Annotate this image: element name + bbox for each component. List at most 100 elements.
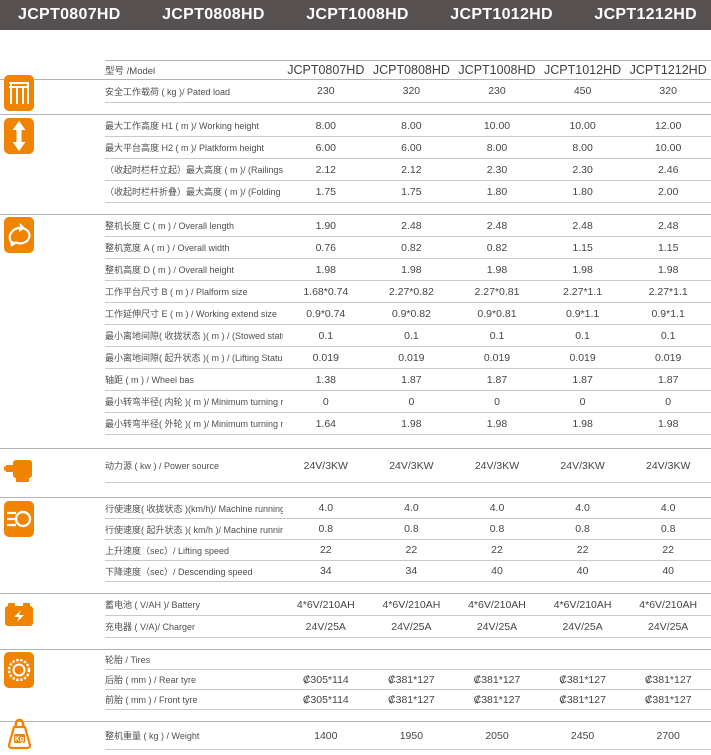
row-value: 22 <box>491 544 503 556</box>
row-value: 8.00 <box>572 141 593 154</box>
row-value: 2.27*0.82 <box>388 285 434 298</box>
row-value: 4.0 <box>318 502 334 514</box>
spec-row: 行使速度( 收拢状态 )(km/h)/ Machine running spee… <box>105 498 711 519</box>
spec-row: 最小离地间隙( 起升状态 )( m ) / (Lifting Status)Gr… <box>105 347 711 369</box>
row-value: 22 <box>405 544 418 556</box>
row-value: 4*6V/210AH <box>468 598 526 611</box>
row-value: 2700 <box>656 729 680 742</box>
section-rows: 轮胎 / Tires 后胎 ( mm ) / Rear tyre ₡305*11… <box>105 650 711 710</box>
row-value: 4*6V/210AH <box>382 598 441 611</box>
row-value: 0.8 <box>404 523 419 535</box>
row-value: 1.98 <box>401 417 422 430</box>
row-label: 上升速度（sec）/ Lifting speed <box>105 545 230 556</box>
row-value: 0.8 <box>575 523 590 535</box>
section-rows: 整机重量 ( kg ) / Weight 1400 1950 2050 2450… <box>105 722 711 750</box>
row-value: 0 <box>579 395 586 408</box>
spec-row: 上升速度（sec）/ Lifting speed 22 22 22 22 22 <box>105 540 711 561</box>
row-value: 2.12 <box>401 163 422 176</box>
row-value: 34 <box>405 565 418 577</box>
spec-row: 后胎 ( mm ) / Rear tyre ₡305*114 ₡381*127 … <box>105 670 711 690</box>
row-value: 0.8 <box>660 523 676 535</box>
row-label: 工作平台尺寸 B ( m ) / Plalform size <box>105 287 248 297</box>
spec-row: 整机重量 ( kg ) / Weight 1400 1950 2050 2450… <box>105 722 711 750</box>
row-value: ₡381*127 <box>473 673 521 686</box>
row-value: 1.15 <box>657 241 679 254</box>
row-label: 整机宽度 A ( m ) / Overall width <box>105 243 230 253</box>
row-label: （收起时栏杆立起）最大高度 ( m )/ (Railings erected )… <box>105 165 283 175</box>
row-label: 最大工作高度 H1 ( m )/ Working height <box>105 121 259 131</box>
row-value: 24V/3KW <box>303 459 348 472</box>
row-value: 2050 <box>485 729 509 742</box>
row-value: 0.1 <box>404 329 419 342</box>
row-value: 24V/25A <box>391 620 432 633</box>
row-label: 最大平台高度 H2 ( m )/ Platkform height <box>105 143 265 153</box>
row-value: ₡381*127 <box>644 693 692 706</box>
row-value: 1.98 <box>572 417 593 430</box>
row-value: 24V/3KW <box>560 459 605 472</box>
spec-row: 行使速度( 起升状态 )( km/h )/ Machine running sp… <box>105 519 711 540</box>
row-value: 2.27*1.1 <box>648 285 688 298</box>
row-value: 320 <box>402 85 421 97</box>
spec-section: 蓄电池 ( V/AH )/ Battery 4*6V/210AH 4*6V/21… <box>0 593 711 638</box>
row-value: 1.90 <box>315 219 337 232</box>
row-value: 24V/25A <box>648 620 689 633</box>
row-value: 0.019 <box>312 351 339 364</box>
spec-row: 最小离地间隙( 收拢状态 )( m ) / (Stowed status)Gro… <box>105 325 711 347</box>
spec-section: 轮胎 / Tires 后胎 ( mm ) / Rear tyre ₡305*11… <box>0 649 711 710</box>
row-value: 0.1 <box>489 329 505 342</box>
row-value: 0 <box>408 395 415 408</box>
row-value: 1.98 <box>315 263 337 276</box>
row-value: 4*6V/210AH <box>639 598 698 611</box>
row-value: 24V/3KW <box>646 459 691 472</box>
table-header-row: 型号 /Model JCPT0807HD JCPT0808HD JCPT1008… <box>105 60 711 79</box>
row-value: 0.9*0.74 <box>306 307 346 320</box>
row-label: 下降速度（sec）/ Descending speed <box>105 566 253 577</box>
row-value: 24V/3KW <box>474 459 520 472</box>
spec-row: 下降速度（sec）/ Descending speed 34 34 40 40 … <box>105 561 711 582</box>
row-value: 34 <box>319 565 332 577</box>
row-value: 0.8 <box>318 523 334 535</box>
row-value: 0.019 <box>655 351 682 364</box>
spec-row: 蓄电池 ( V/AH )/ Battery 4*6V/210AH 4*6V/21… <box>105 594 711 616</box>
row-value: 24V/25A <box>476 620 518 633</box>
row-value: 2.48 <box>572 219 593 232</box>
spec-row: 最大平台高度 H2 ( m )/ Platkform height 6.00 6… <box>105 137 711 159</box>
drive-speed-icon <box>4 501 34 537</box>
row-value: 0.1 <box>660 329 676 342</box>
top-model-name: JCPT1008HD <box>306 6 409 23</box>
row-value: 8.00 <box>315 119 337 132</box>
row-label: 安全工作载荷 ( kg )/ Pated load <box>105 86 231 97</box>
row-value: 0.82 <box>401 241 422 254</box>
row-value: 2.27*1.1 <box>563 285 603 298</box>
row-value: 10.00 <box>655 141 682 154</box>
row-value: 1.98 <box>572 263 593 276</box>
row-value: 1.98 <box>486 417 508 430</box>
row-value: 40 <box>576 565 589 577</box>
row-value: ₡305*114 <box>302 693 349 706</box>
row-value: 0.9*1.1 <box>565 307 600 320</box>
row-value: 230 <box>317 85 335 97</box>
spec-row: 轴距 ( m ) / Wheel bas 1.38 1.87 1.87 1.87… <box>105 369 711 391</box>
model-row-label: 型号 /Model <box>105 66 156 77</box>
row-value: 10.00 <box>483 119 511 132</box>
row-value: 1.75 <box>315 185 337 198</box>
spec-section: 行使速度( 收拢状态 )(km/h)/ Machine running spee… <box>0 497 711 582</box>
row-value: 320 <box>659 85 677 97</box>
row-value: 22 <box>576 544 589 556</box>
svg-text:Kg: Kg <box>15 736 24 743</box>
row-label: 最小转弯半径( 外轮 )( m )/ Minimum turning radiu… <box>105 419 283 429</box>
spec-row: 安全工作载荷 ( kg )/ Pated load 230 320 230 45… <box>105 80 711 103</box>
row-value: 1.98 <box>401 263 422 276</box>
row-label: 轮胎 / Tires <box>105 655 151 665</box>
top-model-name: JCPT0807HD <box>18 6 121 23</box>
row-value: 24V/25A <box>305 620 346 633</box>
turning-radius-icon <box>4 217 34 253</box>
row-label: 充电器 ( V/A)/ Charger <box>105 622 196 632</box>
row-label: 整机重量 ( kg ) / Weight <box>105 731 200 741</box>
row-value: 230 <box>488 85 506 97</box>
row-label: 蓄电池 ( V/AH )/ Battery <box>105 600 201 610</box>
section-rows: 安全工作载荷 ( kg )/ Pated load 230 320 230 45… <box>105 80 711 103</box>
row-label: 最小离地间隙( 起升状态 )( m ) / (Lifting Status)Gr… <box>105 353 283 363</box>
spec-row: 整机长度 C ( m ) / Overall length 1.90 2.48 … <box>105 215 711 237</box>
row-value: 1.68*0.74 <box>303 285 349 298</box>
